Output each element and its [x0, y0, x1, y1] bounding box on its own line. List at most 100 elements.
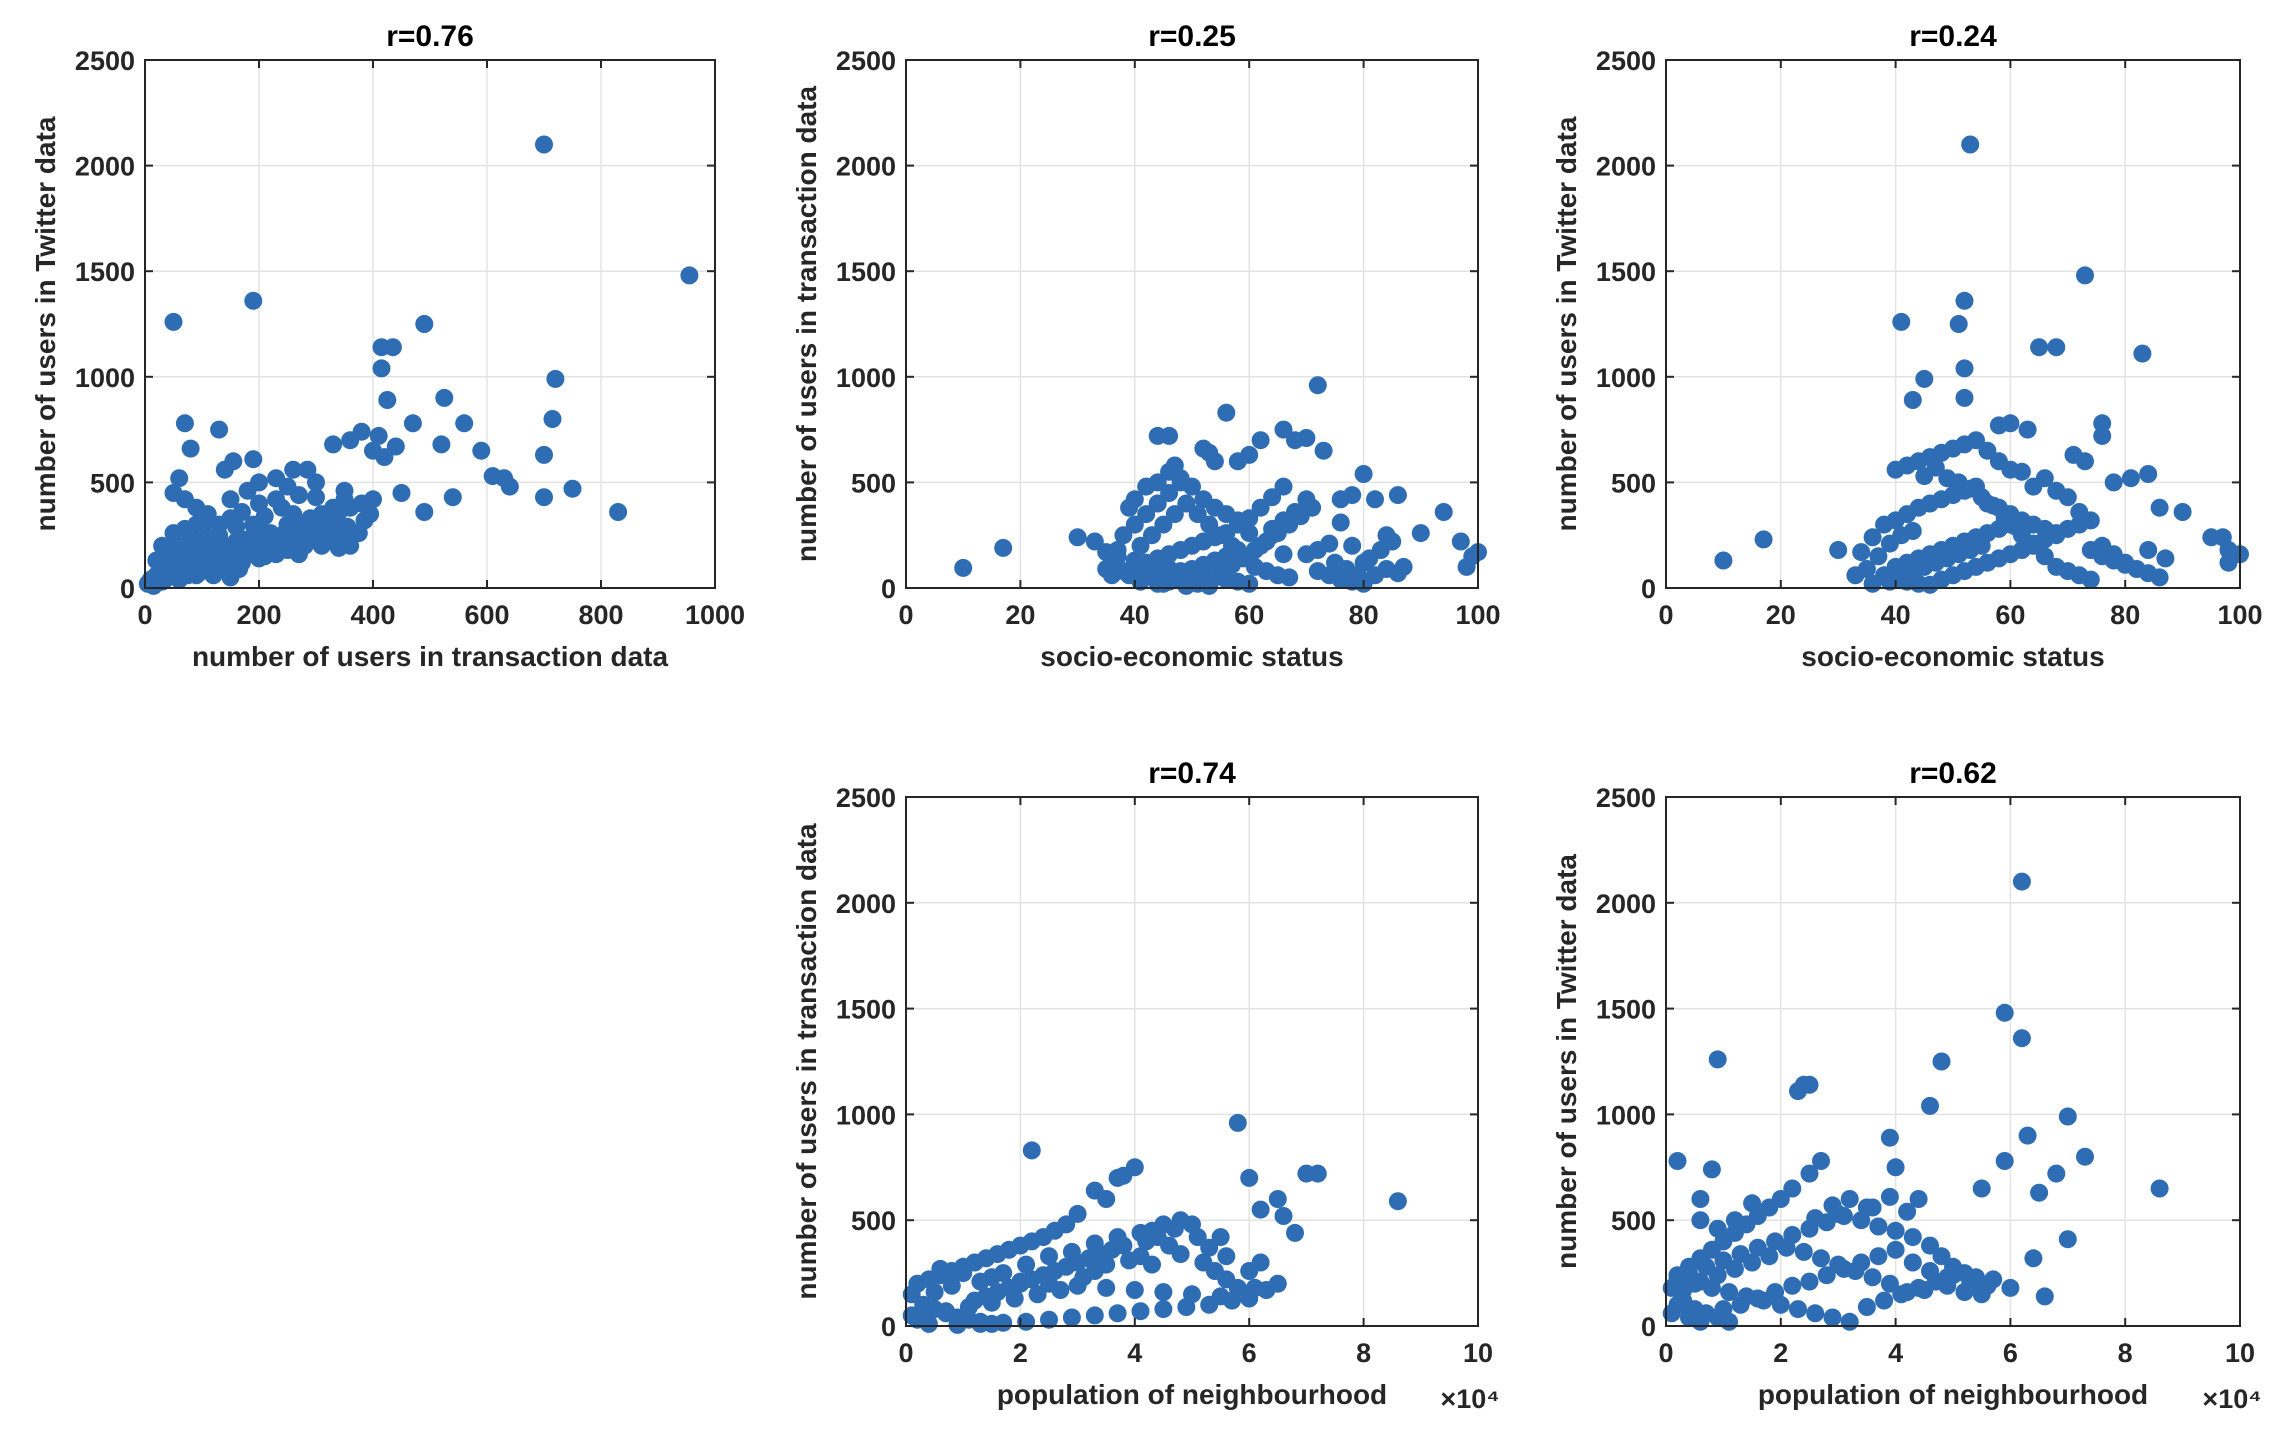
- y-axis-label: number of users in Twitter data: [30, 116, 61, 531]
- data-point: [1748, 1289, 1767, 1308]
- data-point: [982, 1293, 1001, 1312]
- data-point: [164, 312, 183, 331]
- data-point: [954, 1264, 973, 1283]
- data-point: [1154, 515, 1173, 534]
- data-point: [1228, 511, 1247, 530]
- data-point: [1921, 1096, 1939, 1115]
- data-point: [1217, 403, 1236, 422]
- data-point: [2018, 1126, 2037, 1145]
- data-point: [1691, 1211, 1710, 1230]
- data-point: [472, 441, 491, 460]
- data-point: [1274, 545, 1293, 564]
- data-point: [1794, 1242, 1813, 1261]
- data-point: [292, 530, 311, 549]
- data-point: [1217, 1247, 1236, 1266]
- data-point: [386, 437, 405, 456]
- data-point: [1228, 1278, 1247, 1297]
- data-point: [1800, 1164, 1819, 1183]
- y-tick-label: 1000: [75, 363, 135, 393]
- data-point: [1314, 441, 1333, 460]
- data-point: [255, 547, 274, 566]
- data-point: [959, 1298, 978, 1316]
- data-point: [1869, 1247, 1888, 1266]
- data-point: [1251, 498, 1270, 517]
- y-tick-label: 500: [90, 468, 135, 498]
- data-point: [1148, 574, 1167, 593]
- data-point: [443, 488, 462, 507]
- data-point: [1131, 1223, 1150, 1242]
- data-point: [227, 517, 246, 536]
- chart-title: r=0.74: [1148, 757, 1236, 790]
- y-tick-label: 1500: [1596, 995, 1656, 1025]
- data-point: [1972, 536, 1991, 555]
- x-tick-label: 60: [1995, 600, 2025, 630]
- data-point: [230, 560, 249, 578]
- x-tick-label: 2: [1013, 1338, 1028, 1368]
- data-point: [2030, 1183, 2049, 1202]
- data-point: [546, 369, 565, 388]
- data-point: [147, 551, 166, 570]
- x-axis-label: socio-economic status: [1040, 641, 1343, 672]
- data-point: [2007, 517, 2026, 536]
- data-point: [375, 448, 394, 467]
- y-tick-label: 2000: [75, 152, 135, 182]
- data-point: [1921, 1262, 1939, 1280]
- data-point: [1880, 1128, 1899, 1147]
- chart-title: r=0.76: [386, 20, 474, 53]
- x-tick-label: 4: [1127, 1338, 1142, 1368]
- data-point: [1171, 1245, 1190, 1264]
- data-point: [181, 439, 200, 458]
- data-point: [2173, 503, 2192, 521]
- data-point: [948, 1315, 967, 1334]
- x-tick-label: 100: [1455, 600, 1500, 630]
- data-point: [1251, 1200, 1270, 1219]
- data-point: [1880, 1274, 1899, 1293]
- data-point: [164, 484, 183, 502]
- data-point: [267, 469, 286, 488]
- plot-3: 0 20 40 60 80 10005001000150020002500r=0.24so…: [1551, 20, 2263, 672]
- data-point: [1898, 1202, 1917, 1221]
- data-point: [1240, 524, 1259, 543]
- data-point: [1789, 1082, 1807, 1101]
- data-point: [1921, 1236, 1939, 1255]
- data-point: [1812, 1152, 1830, 1170]
- data-point: [175, 414, 194, 433]
- y-tick-label: 500: [851, 468, 896, 498]
- data-point: [1869, 1217, 1888, 1236]
- data-point: [2012, 1029, 2031, 1048]
- data-point: [2093, 426, 2112, 445]
- data-point: [1789, 1300, 1807, 1319]
- data-point: [1411, 524, 1430, 543]
- data-point: [1085, 1234, 1104, 1253]
- data-point: [1143, 526, 1161, 545]
- data-point: [1165, 1219, 1184, 1238]
- data-point: [1108, 1304, 1127, 1323]
- data-point: [1108, 1228, 1127, 1247]
- y-tick-label: 1500: [75, 257, 135, 287]
- data-point: [238, 481, 257, 500]
- axes-box: [905, 796, 1479, 1327]
- data-point: [543, 410, 562, 428]
- data-point: [1955, 291, 1974, 310]
- data-point: [2076, 1147, 2094, 1166]
- data-point: [1668, 1152, 1687, 1170]
- data-point: [609, 503, 628, 521]
- data-point: [1251, 431, 1270, 450]
- y-tick-label: 2000: [1596, 152, 1656, 182]
- data-point: [1857, 1298, 1876, 1316]
- data-point: [221, 490, 240, 509]
- y-axis-label: number of users in transaction data: [791, 86, 822, 563]
- data-point: [1263, 519, 1282, 538]
- data-point: [1984, 496, 2003, 515]
- data-point: [1852, 1211, 1871, 1230]
- y-axis-label: number of users in Twitter data: [1551, 854, 1582, 1269]
- x-axis-label: number of users in transaction data: [192, 641, 669, 672]
- data-point: [2001, 1278, 2020, 1297]
- data-point: [372, 359, 391, 378]
- data-point: [937, 1302, 955, 1321]
- data-point: [1915, 1281, 1934, 1299]
- data-point: [1691, 1312, 1710, 1331]
- data-point: [1691, 1190, 1710, 1208]
- data-point: [2150, 498, 2169, 517]
- data-point: [1200, 1238, 1219, 1257]
